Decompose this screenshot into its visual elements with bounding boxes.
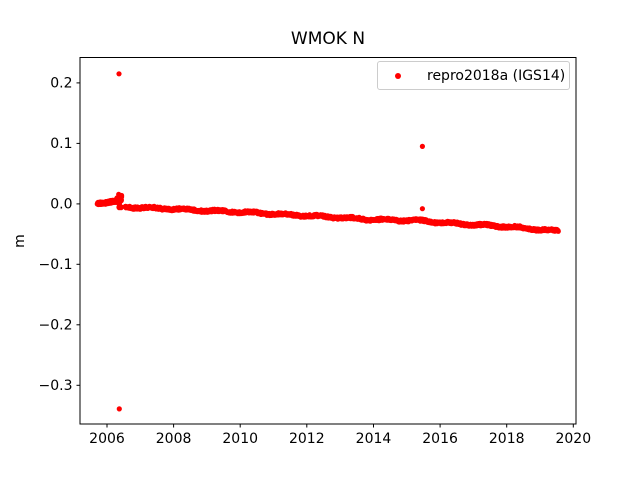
x-tick-label: 2016	[422, 431, 458, 447]
y-tick-label: −0.1	[39, 257, 73, 273]
x-tick-label: 2014	[356, 431, 392, 447]
y-tick-label: 0.2	[50, 76, 72, 92]
plot-title: WMOK N	[290, 29, 366, 49]
data-point	[117, 198, 123, 204]
x-tick-label: 2008	[156, 431, 192, 447]
legend: repro2018a (IGS14)	[377, 61, 570, 90]
outlier-point	[116, 406, 122, 412]
x-tick-label: 2012	[289, 431, 325, 447]
y-tick-label: −0.3	[39, 378, 73, 394]
y-tick-label: 0.0	[50, 197, 72, 213]
outlier-point	[419, 143, 425, 149]
x-tick-label: 2010	[222, 431, 258, 447]
y-axis-label: m	[11, 234, 28, 248]
x-tick-label: 2018	[489, 431, 525, 447]
x-tick-label: 2006	[89, 431, 125, 447]
data-point	[555, 228, 561, 234]
x-tick-label: 2020	[555, 431, 591, 447]
y-tick-label: 0.1	[50, 136, 72, 152]
outlier-point	[116, 71, 122, 77]
outlier-point	[419, 206, 425, 212]
legend-marker-dot-icon	[395, 72, 401, 79]
y-tick-label: −0.2	[39, 318, 73, 334]
axes-frame	[79, 57, 577, 425]
data-point	[117, 203, 123, 209]
legend-entry-label: repro2018a (IGS14)	[427, 67, 566, 84]
